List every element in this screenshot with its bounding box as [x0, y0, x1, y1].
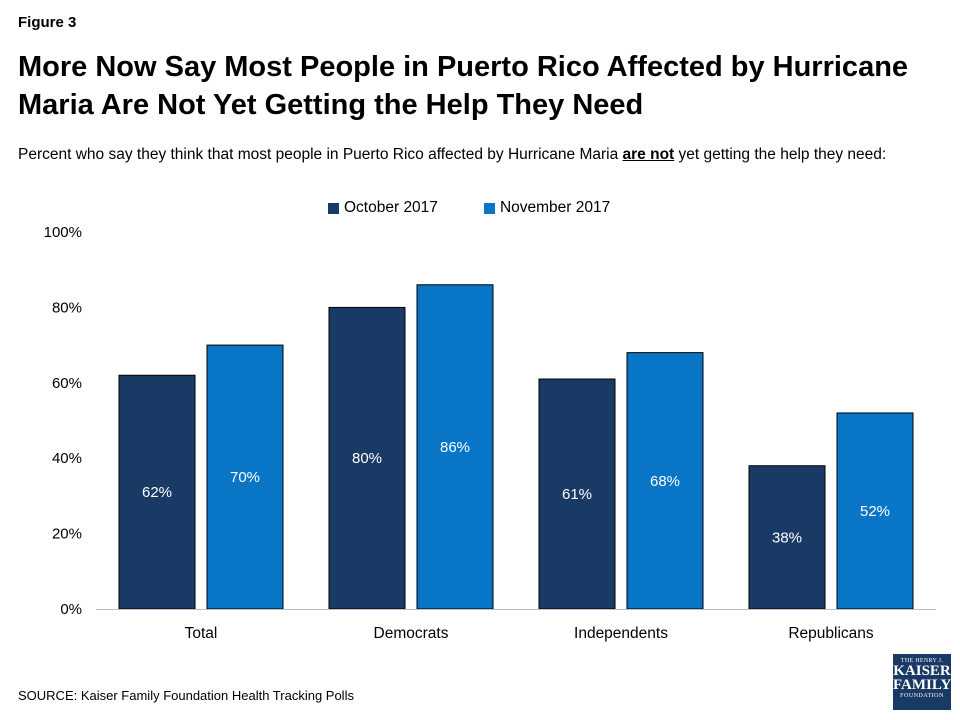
- logo-line-4: FOUNDATION: [900, 693, 944, 699]
- x-tick-label: Total: [185, 625, 218, 642]
- chart-legend: October 2017 November 2017: [328, 198, 656, 218]
- y-tick-label: 20%: [52, 526, 82, 543]
- bar-data-label: 86%: [440, 439, 470, 456]
- bar-data-label: 61%: [562, 486, 592, 503]
- source-note: SOURCE: Kaiser Family Foundation Health …: [18, 688, 354, 703]
- legend-swatch-october: [328, 202, 339, 214]
- legend-item-november: November 2017: [483, 199, 611, 217]
- bar-data-label: 38%: [772, 529, 802, 546]
- legend-swatch-november: [483, 202, 495, 214]
- figure-label: Figure 3: [18, 14, 77, 31]
- subtitle-text-end: yet getting the help they need:: [674, 146, 887, 163]
- y-tick-label: 80%: [52, 299, 82, 316]
- chart-subtitle: Percent who say they think that most peo…: [18, 144, 948, 165]
- logo-line-3: FAMILY: [893, 677, 952, 693]
- x-tick-label: Democrats: [374, 625, 449, 642]
- bar-october: [328, 306, 406, 610]
- bar-november: [206, 344, 284, 610]
- x-tick-label: Republicans: [788, 625, 874, 642]
- bar-november: [836, 412, 914, 610]
- bar-november: [416, 284, 494, 610]
- y-tick-label: 0%: [60, 601, 82, 618]
- bar-october: [118, 374, 196, 610]
- logo-line-1: THE HENRY J.: [900, 658, 944, 664]
- bar-november: [626, 352, 704, 610]
- legend-item-october: October 2017: [328, 199, 438, 217]
- bar-data-label: 80%: [352, 450, 382, 467]
- bar-october: [538, 378, 616, 610]
- subtitle-text-start: Percent who say they think that most peo…: [18, 146, 623, 163]
- chart-title: More Now Say Most People in Puerto Rico …: [18, 51, 909, 121]
- y-tick-label: 40%: [52, 450, 82, 467]
- bar-data-label: 70%: [230, 469, 260, 486]
- logo-line-2: KAISER: [893, 663, 951, 679]
- x-tick-label: Independents: [574, 625, 668, 642]
- legend-label-november: November 2017: [499, 199, 611, 216]
- legend-label-october: October 2017: [344, 199, 438, 216]
- bar-data-label: 52%: [860, 503, 890, 520]
- bar-data-label: 62%: [142, 484, 172, 501]
- y-tick-label: 100%: [44, 224, 82, 241]
- subtitle-emphasis: are not: [622, 146, 675, 163]
- kff-logo: THE HENRY J. KAISER FAMILY FOUNDATION: [893, 654, 951, 710]
- bar-data-label: 68%: [650, 473, 680, 490]
- y-tick-label: 60%: [52, 375, 82, 392]
